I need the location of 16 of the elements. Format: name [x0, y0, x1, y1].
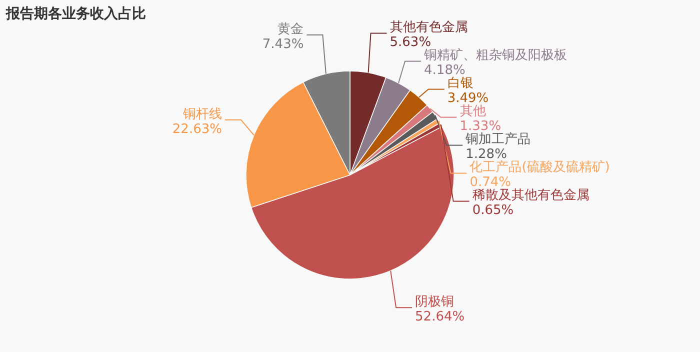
slice-label: 阴极铜 — [415, 294, 454, 310]
slice-label: 其他有色金属 — [390, 20, 468, 36]
slice-label: 稀散及其他有色金属 — [472, 188, 590, 204]
data-label: 4.18% — [424, 63, 466, 78]
slice-label: 化工产品(硫酸及硫精矿) — [470, 160, 610, 176]
chart-title: 报告期各业务收入占比 — [5, 6, 146, 22]
data-label: 0.65% — [472, 203, 514, 218]
slice-label: 其他 — [460, 104, 486, 120]
slice-label: 黄金 — [278, 22, 304, 37]
data-label: 22.63% — [172, 122, 222, 137]
slice-label: 铜精矿、粗杂铜及阳极板 — [423, 48, 568, 64]
data-label: 52.64% — [415, 310, 465, 325]
slice-label: 铜杆线 — [182, 106, 222, 122]
slice-label: 白银 — [447, 76, 474, 92]
slice-label: 铜加工产品 — [464, 132, 531, 148]
data-label: 7.43% — [262, 36, 304, 52]
